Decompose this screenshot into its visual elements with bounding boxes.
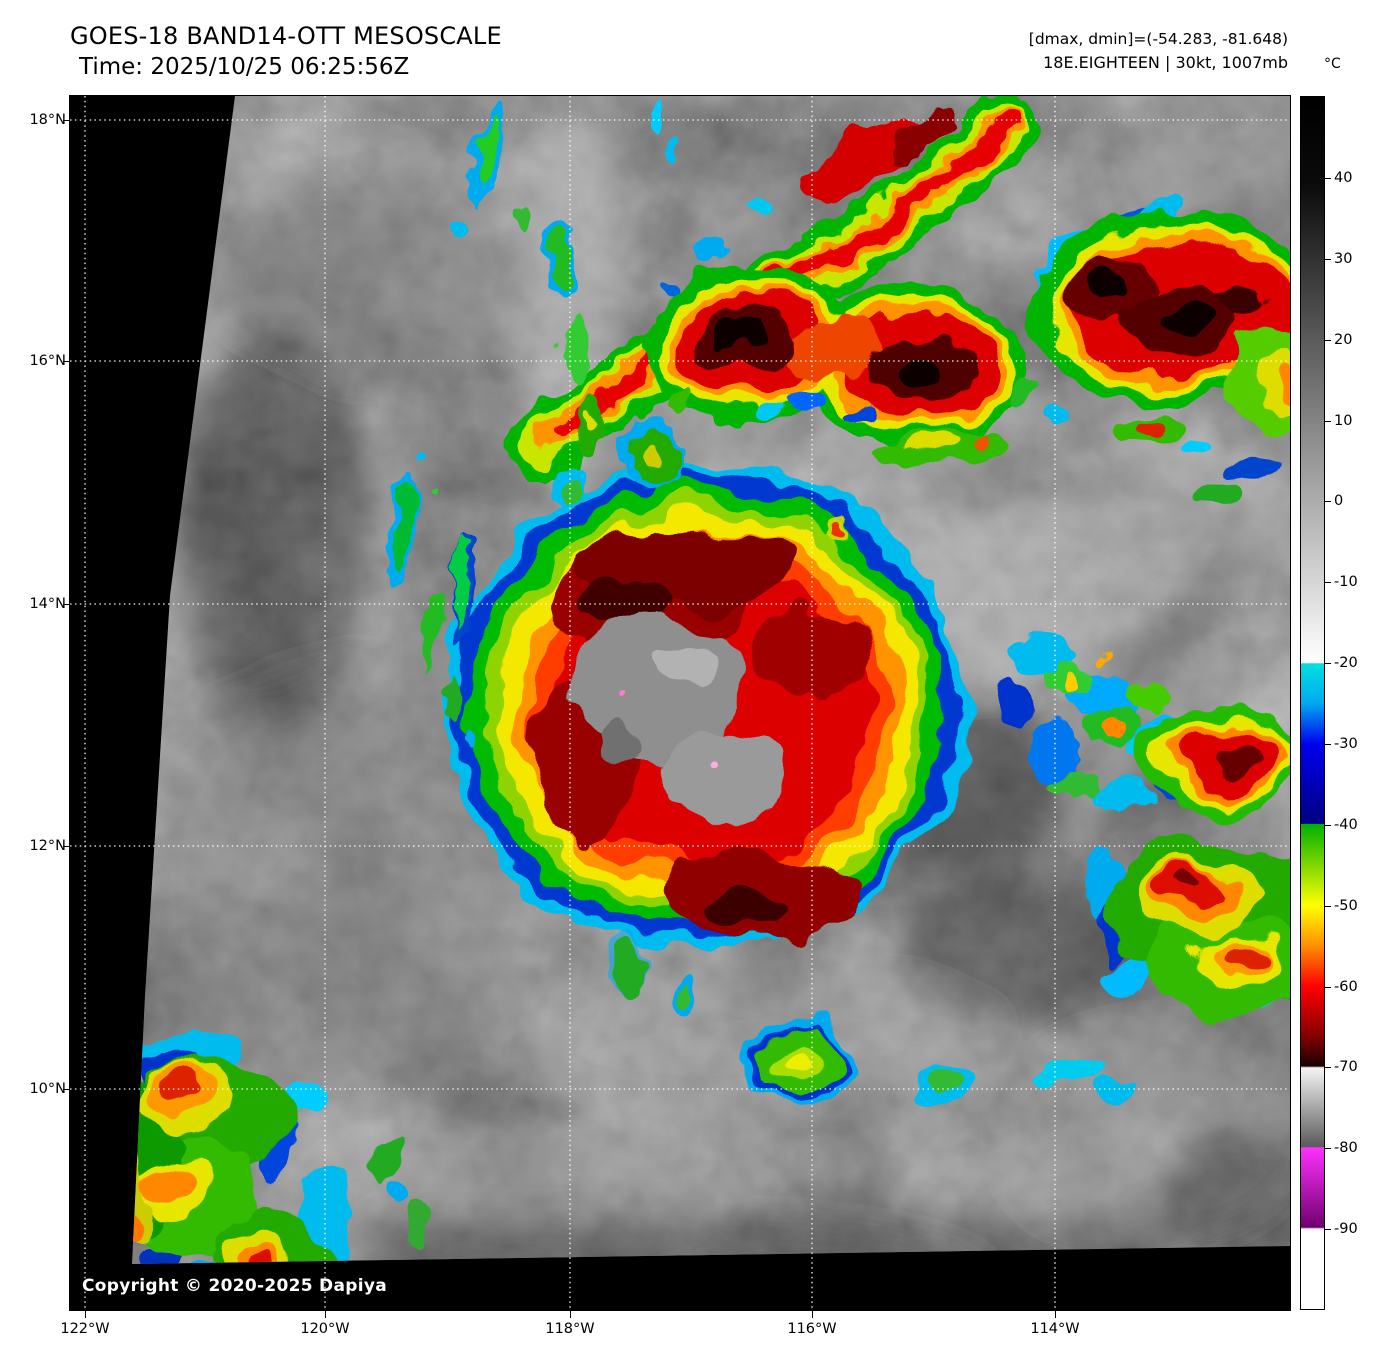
east-edge-cold-cell xyxy=(1144,706,1290,810)
lat-label-16n: 16°N xyxy=(29,353,66,369)
colorbar-label-n70: -70 xyxy=(1334,1059,1358,1075)
colorbar-tick-mark xyxy=(1325,1067,1331,1068)
lon-label-118w: 118°W xyxy=(545,1321,595,1337)
colorbar-label-n20: -20 xyxy=(1334,655,1358,671)
lat-label-10n: 10°N xyxy=(29,1081,66,1097)
ne-corner-system xyxy=(1027,202,1290,504)
lon-tick-mark xyxy=(812,1311,813,1318)
lon-tick-mark xyxy=(1055,1311,1056,1318)
dmax-dmin-readout: [dmax, dmin]=(-54.283, -81.648) xyxy=(1028,30,1288,48)
colorbar-tick-mark xyxy=(1325,1148,1331,1149)
lon-label-122w: 122°W xyxy=(60,1321,110,1337)
colorbar-tick-mark xyxy=(1325,663,1331,664)
twin-cold-cores xyxy=(642,268,1070,466)
colorbar-unit-label: °C xyxy=(1324,56,1341,72)
temperature-colorbar xyxy=(1300,96,1325,1310)
lon-label-114w: 114°W xyxy=(1030,1321,1080,1337)
colorbar-label-30: 30 xyxy=(1334,251,1353,267)
lon-tick-mark xyxy=(325,1311,326,1318)
colorbar-tick-mark xyxy=(1325,178,1331,179)
colorbar-label-n60: -60 xyxy=(1334,979,1358,995)
colorbar-tick-mark xyxy=(1325,906,1331,907)
lat-tick-mark xyxy=(63,120,70,121)
lon-label-120w: 120°W xyxy=(300,1321,350,1337)
page-title: GOES-18 BAND14-OTT MESOSCALE xyxy=(70,22,502,50)
colorbar-tick-mark xyxy=(1325,340,1331,341)
colorbar-tick-mark xyxy=(1325,582,1331,583)
lat-label-12n: 12°N xyxy=(29,838,66,854)
lat-tick-mark xyxy=(63,1089,70,1090)
sw-cluster xyxy=(132,1028,428,1264)
west-streaks xyxy=(386,102,848,744)
colorbar-label-40: 40 xyxy=(1334,170,1353,186)
colorbar-tick-mark xyxy=(1325,744,1331,745)
colorbar-label-n80: -80 xyxy=(1334,1140,1358,1156)
east-mottled-cells xyxy=(1002,638,1190,812)
colorbar-label-0: 0 xyxy=(1334,493,1344,509)
colorbar-label-n90: -90 xyxy=(1334,1221,1358,1237)
lat-tick-mark xyxy=(63,604,70,605)
lat-label-18n: 18°N xyxy=(29,112,66,128)
lat-tick-mark xyxy=(63,361,70,362)
colorbar-tick-mark xyxy=(1325,501,1331,502)
colorbar-tick-mark xyxy=(1325,259,1331,260)
lat-tick-mark xyxy=(63,846,70,847)
timestamp: Time: 2025/10/25 06:25:56Z xyxy=(79,54,410,80)
storm-info: 18E.EIGHTEEN | 30kt, 1007mb xyxy=(1043,53,1288,72)
colorbar-label-n40: -40 xyxy=(1334,817,1358,833)
copyright-watermark: Copyright © 2020-2025 Dapiya xyxy=(82,1276,387,1296)
gridlines xyxy=(70,96,1290,1310)
satellite-map: Copyright © 2020-2025 Dapiya xyxy=(69,95,1291,1311)
colorbar-label-n50: -50 xyxy=(1334,898,1358,914)
colorbar-label-n30: -30 xyxy=(1334,736,1358,752)
lon-tick-mark xyxy=(85,1311,86,1318)
lat-label-14n: 14°N xyxy=(29,596,66,612)
colorbar-label-n10: -10 xyxy=(1334,574,1358,590)
main-storm-shield xyxy=(443,461,967,955)
se-cluster xyxy=(1086,838,1290,1018)
south-center-cells xyxy=(605,938,1142,1105)
lon-tick-mark xyxy=(570,1311,571,1318)
satellite-imagery xyxy=(70,96,1290,1310)
lon-label-116w: 116°W xyxy=(787,1321,837,1337)
colorbar-tick-mark xyxy=(1325,1229,1331,1230)
colorbar-label-10: 10 xyxy=(1334,413,1353,429)
colorbar-label-20: 20 xyxy=(1334,332,1353,348)
data-footprint xyxy=(132,96,1290,1264)
colorbar-tick-mark xyxy=(1325,987,1331,988)
colorbar-tick-mark xyxy=(1325,825,1331,826)
colorbar-tick-mark xyxy=(1325,421,1331,422)
